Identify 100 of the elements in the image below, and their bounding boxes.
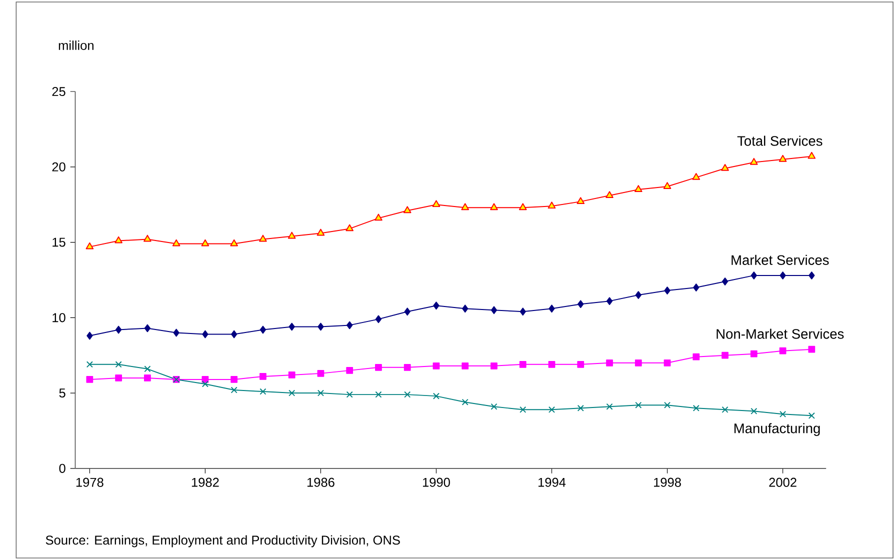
point	[375, 391, 382, 398]
point	[461, 203, 470, 210]
point	[664, 359, 671, 366]
point	[172, 239, 180, 246]
point	[404, 391, 411, 398]
point	[490, 362, 498, 370]
point	[288, 232, 296, 239]
point	[548, 304, 555, 313]
series-label: Non-Market Services	[716, 328, 844, 339]
point	[750, 350, 758, 358]
point	[115, 326, 122, 334]
x-tick-label: 1998	[654, 478, 681, 487]
point	[577, 404, 584, 412]
point	[520, 308, 526, 316]
x-tick-label: 1982	[192, 478, 219, 487]
point	[404, 308, 410, 316]
point	[520, 406, 526, 413]
point	[288, 390, 296, 396]
point	[260, 388, 266, 395]
point	[231, 330, 238, 338]
point	[202, 330, 208, 338]
point	[144, 366, 151, 372]
point	[462, 304, 468, 313]
point	[606, 403, 613, 410]
point	[144, 374, 151, 382]
point	[778, 154, 787, 162]
point	[346, 321, 353, 330]
point	[86, 361, 93, 368]
point	[634, 185, 642, 192]
point	[404, 364, 411, 371]
point	[578, 300, 584, 308]
y-tick-label: 20	[52, 162, 66, 172]
y-tick-label: 0	[59, 464, 66, 473]
point	[518, 203, 527, 210]
point	[548, 406, 556, 413]
point	[664, 286, 670, 294]
point	[86, 376, 94, 383]
point	[490, 306, 498, 314]
point	[230, 376, 238, 383]
point	[548, 360, 556, 368]
point	[519, 360, 526, 368]
x-tick-label: 1990	[422, 478, 450, 487]
point	[86, 242, 94, 250]
point	[692, 173, 700, 180]
point	[114, 236, 122, 244]
x-tick-label: 1994	[538, 478, 566, 487]
point	[634, 359, 642, 366]
point	[230, 386, 238, 394]
point	[635, 291, 642, 300]
point	[144, 324, 151, 332]
point	[318, 322, 324, 331]
point	[722, 278, 728, 286]
x-tick-label: 2002	[769, 478, 796, 487]
point	[375, 364, 382, 371]
point	[606, 359, 613, 366]
point	[202, 380, 208, 388]
x-tick-label: 1978	[76, 478, 104, 487]
point	[808, 272, 815, 280]
point	[750, 272, 757, 280]
point	[490, 203, 498, 210]
point	[490, 403, 498, 410]
y-tick-label: 15	[52, 238, 66, 247]
point	[432, 200, 440, 208]
series-label: Total Services	[737, 136, 822, 146]
point	[115, 374, 122, 382]
series-label: Market Services	[732, 254, 829, 265]
point	[260, 373, 266, 380]
point	[779, 347, 786, 354]
point	[606, 297, 613, 306]
point	[808, 412, 815, 419]
point	[288, 322, 295, 331]
point	[433, 302, 440, 310]
point	[577, 360, 584, 368]
point	[317, 370, 324, 377]
point	[780, 410, 786, 418]
point	[346, 367, 354, 374]
point	[750, 408, 758, 414]
x-tick-label: 1986	[307, 478, 334, 487]
point	[722, 406, 728, 413]
y-tick-label: 25	[52, 86, 66, 96]
point	[606, 191, 614, 198]
point	[462, 362, 469, 370]
point	[260, 326, 266, 334]
point	[692, 404, 700, 412]
point	[403, 206, 412, 214]
series-label: Manufacturing	[734, 423, 820, 436]
point	[750, 158, 758, 165]
point	[230, 239, 238, 246]
point	[664, 402, 671, 408]
point	[576, 197, 585, 204]
point	[663, 182, 672, 189]
point	[693, 284, 700, 292]
source-note: Source: Earnings, Employment and Productivity Division, ONS	[46, 535, 400, 548]
point	[692, 353, 700, 360]
y-tick-label: 10	[52, 313, 66, 322]
point	[375, 315, 382, 324]
point	[462, 398, 468, 406]
point	[173, 328, 180, 337]
point	[346, 391, 353, 398]
point	[316, 228, 325, 236]
